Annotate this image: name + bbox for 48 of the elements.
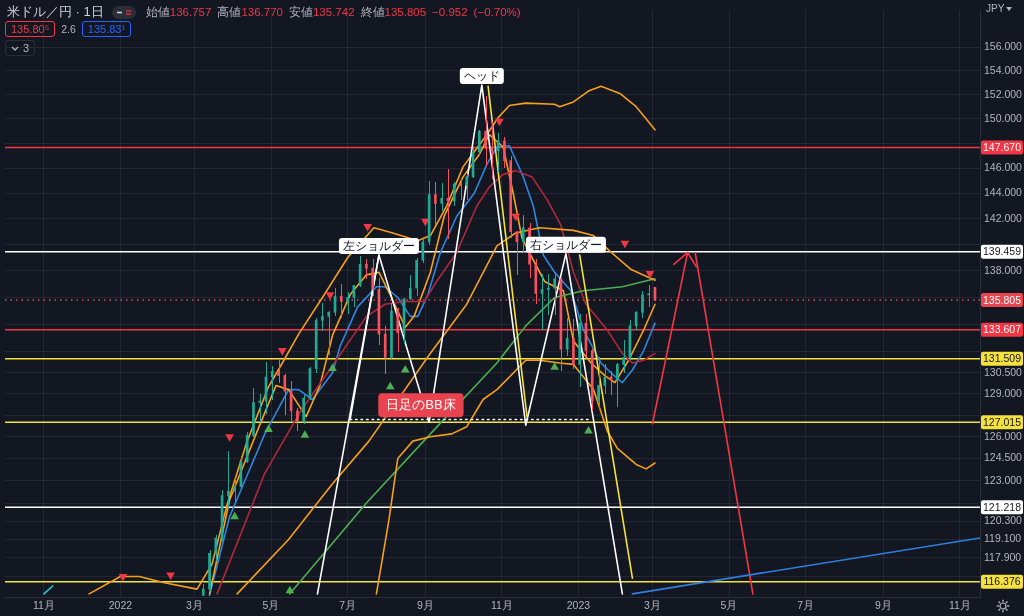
y-tick-label: 119.100 [984,532,1022,545]
y-tick-label: 117.900 [984,550,1022,563]
x-tick-label: 2023 [566,599,591,612]
x-tick-label: 7月 [797,599,814,612]
y-tick-label: 152.000 [984,87,1023,100]
y-tick-label: 120.300 [984,514,1023,527]
ref-line-label: 127.015 [983,415,1022,428]
y-tick-label: 126.000 [984,429,1023,442]
ref-line-label: 131.509 [983,352,1022,365]
annotation: ヘッド [463,68,500,83]
y-tick-label: 144.000 [984,186,1023,199]
y-tick-label: 142.000 [984,211,1023,224]
y-tick-label: 124.500 [984,451,1023,464]
y-tick-label: 156.000 [984,40,1023,53]
annotation: 左ショルダー [342,238,415,253]
ref-line-label: 133.607 [983,323,1022,336]
x-tick-label: 11月 [490,599,513,612]
ref-line-label: 139.459 [983,245,1022,258]
text: 始値136.757 高値136.770 安値135.742 終値135.805 −0.952 (−0.70%) [145,5,521,18]
y-tick-label: 130.500 [984,365,1023,378]
ref-line-label: 135.805 [983,293,1022,306]
x-tick-label: 11月 [32,599,55,612]
annotation: 2.6 [61,23,76,35]
x-tick-label: 7月 [339,599,356,612]
y-tick-label: 146.000 [984,161,1023,174]
ref-line-label: 147.670 [983,140,1022,153]
x-tick-label: 5月 [720,599,738,612]
annotation: 右ショルダー [529,237,602,252]
x-tick-label: 9月 [874,599,892,612]
annotation: 3 [23,42,30,54]
y-tick-label: 123.000 [984,473,1023,486]
x-tick-label: 5月 [262,599,280,612]
x-tick-label: 3月 [186,599,203,612]
y-tick-label: 154.000 [984,63,1023,76]
y-axis-title: JPY [986,3,1005,14]
x-tick-label: 3月 [644,599,661,612]
x-tick-label: 11月 [948,599,971,612]
ref-line-label: 116.376 [983,575,1021,588]
x-tick-label: 2022 [108,599,133,612]
y-tick-label: 138.000 [984,263,1023,276]
annotation: 135.83¹ [81,21,132,37]
chart-title: 米ドル／円 · 1日 [7,3,104,21]
annotation: 日足のBB床 [386,397,456,413]
annotation: 135.80⁵ [5,21,56,37]
y-tick-label: 150.000 [984,111,1023,124]
y-tick-label: 129.000 [984,386,1023,399]
ref-line-label: 121.218 [983,500,1022,513]
x-tick-label: 9月 [416,599,434,612]
